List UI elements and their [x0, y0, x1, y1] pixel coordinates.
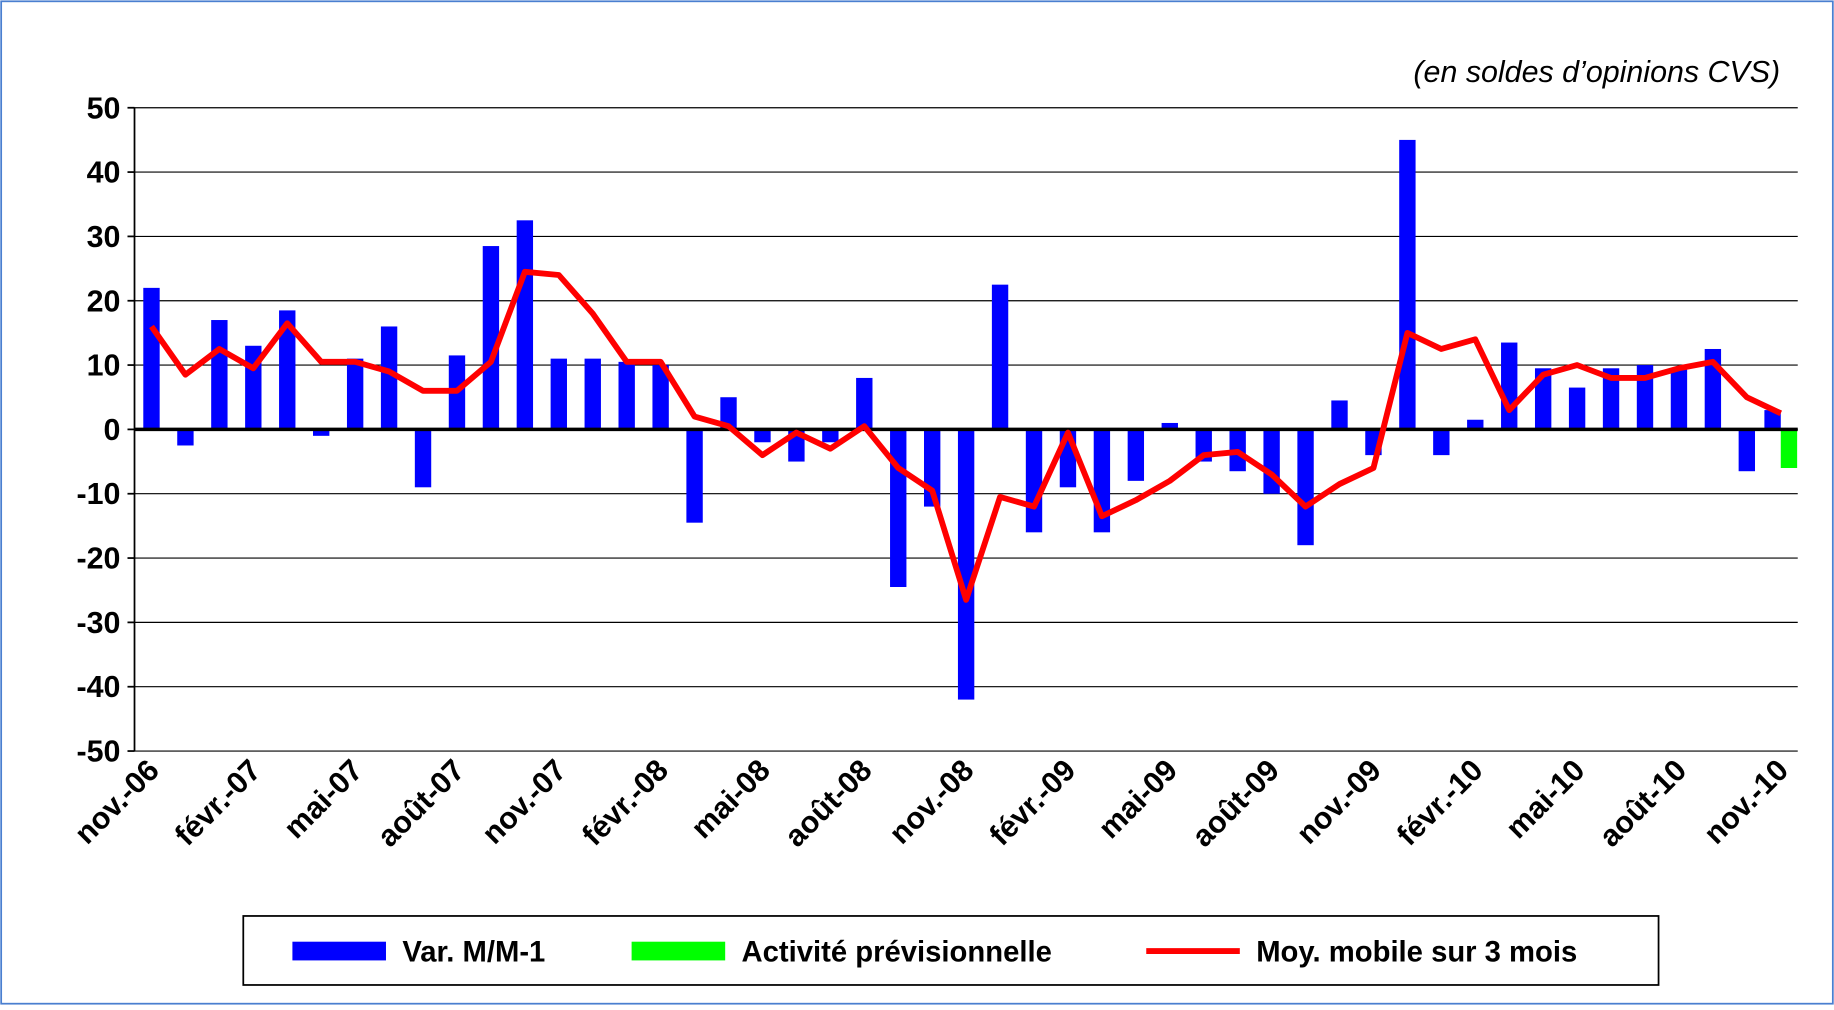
y-tick-label: 30 [87, 220, 121, 254]
y-tick-label: -20 [77, 542, 121, 576]
bar [754, 429, 771, 443]
bar [856, 377, 873, 430]
bar [1602, 368, 1620, 430]
y-tick-label: 10 [87, 349, 121, 383]
bar [652, 365, 669, 430]
bar [1636, 365, 1654, 430]
bar [1534, 368, 1552, 430]
bar [1670, 368, 1688, 430]
y-tick-label: 40 [87, 156, 121, 190]
legend-box [242, 915, 1660, 986]
bar [516, 220, 534, 430]
y-tick-label: -10 [77, 477, 121, 511]
bar [279, 310, 296, 430]
bar [1467, 419, 1484, 430]
bar [1764, 410, 1781, 430]
bar [1738, 429, 1756, 472]
bar [1025, 429, 1043, 533]
legend-swatch [631, 941, 726, 961]
bar [177, 429, 194, 446]
bar [1161, 422, 1178, 430]
bar [482, 246, 500, 430]
legend-label: Activité prévisionnelle [742, 937, 1052, 969]
y-tick-label: -40 [77, 670, 121, 704]
bar [1331, 400, 1348, 430]
bar [1127, 429, 1145, 481]
bar [143, 287, 160, 430]
bar [346, 358, 364, 430]
bar [584, 358, 601, 430]
bar [1501, 342, 1518, 430]
legend-label: Moy. mobile sur 3 mois [1256, 937, 1577, 969]
legend-label: Var. M/M-1 [402, 937, 545, 969]
bar [686, 429, 703, 523]
bar [313, 429, 330, 436]
line [149, 268, 1783, 603]
bar [550, 358, 567, 430]
bar [890, 429, 907, 588]
bar [822, 429, 839, 443]
bar [414, 429, 432, 488]
bar [957, 429, 975, 700]
bar [1399, 139, 1416, 430]
bar [991, 284, 1009, 430]
bar [1297, 429, 1314, 546]
bar [211, 320, 228, 430]
y-tick-label: 0 [104, 413, 121, 447]
bar [1433, 429, 1450, 456]
bar [1263, 429, 1280, 494]
bar [618, 361, 635, 430]
y-tick-label: -50 [77, 735, 121, 769]
bar [1568, 387, 1586, 430]
y-tick-label: -30 [77, 606, 121, 640]
bar [720, 397, 737, 430]
y-tick-label: 50 [87, 91, 121, 125]
bar [380, 326, 398, 430]
bar [1780, 429, 1798, 468]
legend-swatch [292, 941, 386, 961]
subtitle: (en soldes d’opinions CVS) [1413, 55, 1780, 89]
y-tick-label: 20 [87, 284, 121, 318]
